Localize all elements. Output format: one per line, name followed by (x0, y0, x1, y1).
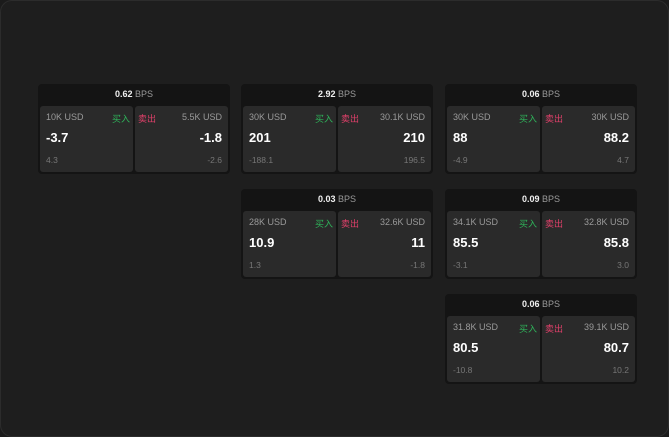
ask-change: 4.7 (617, 155, 629, 165)
buy-label: 买入 (518, 324, 537, 334)
sell-label: 卖出 (545, 219, 564, 229)
buy-label: 买入 (314, 219, 333, 229)
spread-value: 0.09 (521, 194, 540, 204)
bid-price: 80.5 (453, 340, 479, 355)
buy-panel[interactable]: 28K USD 买入 10.9 1.3 (243, 211, 336, 277)
quote-card: 0.03 BPS 28K USD 买入 10.9 1.3 卖出 32.6K US… (241, 189, 433, 279)
bid-size: 31.8K USD (453, 322, 499, 332)
bid-change: 1.3 (249, 260, 261, 270)
sell-panel[interactable]: 卖出 30.1K USD 210 196.5 (338, 106, 431, 172)
ask-price: 80.7 (603, 340, 629, 355)
ask-price: 11 (411, 235, 425, 250)
spread-header: 0.06 BPS (445, 294, 637, 314)
bid-price: 88 (453, 130, 468, 145)
ask-size: 32.8K USD (583, 217, 629, 227)
bid-size: 30K USD (249, 112, 287, 122)
ask-size: 30.1K USD (379, 112, 425, 122)
sell-panel[interactable]: 卖出 39.1K USD 80.7 10.2 (542, 316, 635, 382)
ask-price: 210 (403, 130, 425, 145)
spread-header: 0.06 BPS (445, 84, 637, 104)
spread-header: 0.09 BPS (445, 189, 637, 209)
bid-size: 30K USD (453, 112, 491, 122)
spread-unit: BPS (135, 89, 154, 99)
spread-header: 0.62 BPS (38, 84, 230, 104)
sell-label: 卖出 (138, 114, 157, 124)
bid-price: 85.5 (453, 235, 479, 250)
quote-card: 2.92 BPS 30K USD 买入 201 -188.1 卖出 30.1K … (241, 84, 433, 174)
bid-change: -3.1 (453, 260, 468, 270)
buy-label: 买入 (314, 114, 333, 124)
spread-unit: BPS (542, 299, 561, 309)
sell-panel[interactable]: 卖出 5.5K USD -1.8 -2.6 (135, 106, 228, 172)
sell-panel[interactable]: 卖出 30K USD 88.2 4.7 (542, 106, 635, 172)
sell-label: 卖出 (545, 324, 564, 334)
bid-change: -188.1 (249, 155, 274, 165)
buy-panel[interactable]: 30K USD 买入 88 -4.9 (447, 106, 540, 172)
ask-size: 39.1K USD (583, 322, 629, 332)
quote-card: 0.09 BPS 34.1K USD 买入 85.5 -3.1 卖出 32.8K… (445, 189, 637, 279)
sell-label: 卖出 (341, 114, 360, 124)
bid-size: 34.1K USD (453, 217, 499, 227)
buy-label: 买入 (111, 114, 130, 124)
buy-panel[interactable]: 10K USD 买入 -3.7 4.3 (40, 106, 133, 172)
sell-label: 卖出 (545, 114, 564, 124)
buy-panel[interactable]: 31.8K USD 买入 80.5 -10.8 (447, 316, 540, 382)
spread-unit: BPS (542, 194, 561, 204)
spread-unit: BPS (338, 194, 357, 204)
spread-header: 0.03 BPS (241, 189, 433, 209)
bid-change: -4.9 (453, 155, 468, 165)
buy-label: 买入 (518, 114, 537, 124)
spread-unit: BPS (338, 89, 357, 99)
ask-size: 30K USD (591, 112, 629, 122)
quote-card: 0.62 BPS 10K USD 买入 -3.7 4.3 卖出 5.5K USD… (38, 84, 230, 174)
spread-value: 0.03 (317, 194, 336, 204)
bid-price: 10.9 (249, 235, 275, 250)
quote-card: 0.06 BPS 31.8K USD 买入 80.5 -10.8 卖出 39.1… (445, 294, 637, 384)
bid-price: 201 (249, 130, 271, 145)
bid-size: 28K USD (249, 217, 287, 227)
buy-panel[interactable]: 34.1K USD 买入 85.5 -3.1 (447, 211, 540, 277)
bid-size: 10K USD (46, 112, 84, 122)
spread-value: 0.06 (521, 299, 540, 309)
bid-price: -3.7 (46, 130, 69, 145)
sell-panel[interactable]: 卖出 32.8K USD 85.8 3.0 (542, 211, 635, 277)
sell-panel[interactable]: 卖出 32.6K USD 11 -1.8 (338, 211, 431, 277)
ask-size: 32.6K USD (379, 217, 425, 227)
spread-value: 0.62 (114, 89, 133, 99)
ask-price: 88.2 (603, 130, 629, 145)
buy-panel[interactable]: 30K USD 买入 201 -188.1 (243, 106, 336, 172)
ask-size: 5.5K USD (181, 112, 222, 122)
spread-value: 2.92 (317, 89, 336, 99)
quote-card: 0.06 BPS 30K USD 买入 88 -4.9 卖出 30K USD 8… (445, 84, 637, 174)
ask-change: -2.6 (207, 155, 222, 165)
spread-value: 0.06 (521, 89, 540, 99)
spread-unit: BPS (542, 89, 561, 99)
ask-change: 10.2 (612, 365, 629, 375)
ask-change: 3.0 (617, 260, 629, 270)
bid-change: 4.3 (46, 155, 58, 165)
spread-header: 2.92 BPS (241, 84, 433, 104)
ask-price: 85.8 (603, 235, 629, 250)
ask-change: -1.8 (410, 260, 425, 270)
bid-change: -10.8 (453, 365, 473, 375)
ask-change: 196.5 (403, 155, 425, 165)
buy-label: 买入 (518, 219, 537, 229)
ask-price: -1.8 (199, 130, 222, 145)
sell-label: 卖出 (341, 219, 360, 229)
